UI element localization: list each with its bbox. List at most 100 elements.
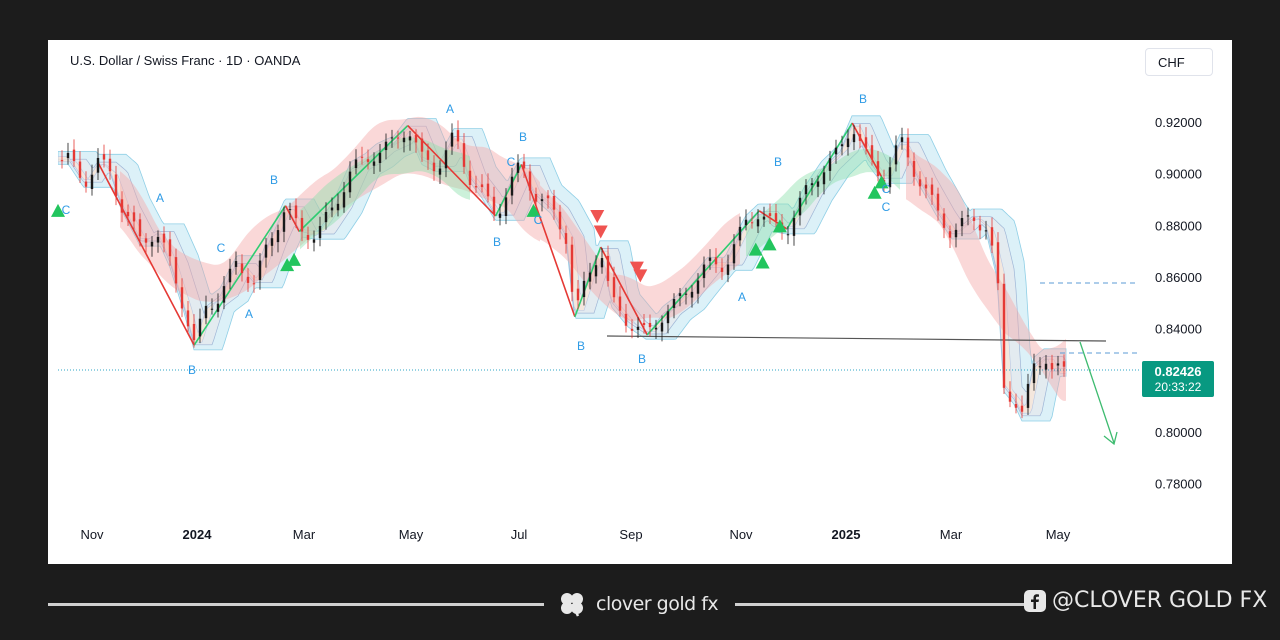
candle-body bbox=[258, 260, 262, 280]
candle-body bbox=[402, 137, 406, 143]
candle-body bbox=[162, 233, 166, 243]
candle-body bbox=[576, 288, 580, 301]
candle-body bbox=[126, 211, 130, 217]
candle-body bbox=[762, 216, 766, 220]
candle-body bbox=[330, 207, 334, 211]
candle-body bbox=[504, 197, 508, 216]
candle-body bbox=[750, 222, 754, 224]
candle-body bbox=[528, 171, 532, 191]
candle-body bbox=[144, 238, 148, 243]
candle-body bbox=[168, 239, 172, 257]
candle-body bbox=[228, 268, 232, 283]
cloud-3 bbox=[906, 145, 1066, 401]
currency-button[interactable]: CHF bbox=[1145, 48, 1213, 76]
candle-body bbox=[294, 205, 298, 219]
candle-body bbox=[870, 145, 874, 160]
wave-label: C bbox=[62, 203, 71, 217]
candle-body bbox=[408, 136, 412, 141]
candle-body bbox=[546, 195, 550, 199]
candle-body bbox=[138, 219, 142, 237]
candle-body bbox=[756, 219, 760, 227]
sell-signal-triangle bbox=[633, 269, 648, 283]
candle-body bbox=[570, 244, 574, 292]
signal-triangles bbox=[51, 175, 889, 283]
candle-body bbox=[72, 149, 76, 161]
candle-body bbox=[744, 219, 748, 226]
candle-body bbox=[588, 272, 592, 282]
candle-body bbox=[972, 217, 976, 221]
candle-body bbox=[216, 303, 220, 312]
wave-label: B bbox=[188, 363, 196, 377]
sell-signal-triangle bbox=[593, 225, 608, 239]
candle-body bbox=[384, 141, 388, 151]
candle-body bbox=[468, 170, 472, 185]
x-tick-label: 2025 bbox=[832, 527, 861, 542]
inner-band bbox=[58, 125, 1067, 414]
sell-signal-triangle bbox=[590, 210, 605, 223]
wave-label: C bbox=[534, 213, 543, 227]
wave-label: C bbox=[507, 155, 516, 169]
buy-signal-triangle bbox=[755, 255, 770, 269]
x-tick-label: 2024 bbox=[183, 527, 213, 542]
candle-body bbox=[702, 264, 706, 279]
candle-body bbox=[444, 150, 448, 169]
x-tick-label: Nov bbox=[80, 527, 104, 542]
candle-body bbox=[324, 211, 328, 223]
candle-body bbox=[738, 226, 742, 241]
candle-body bbox=[582, 280, 586, 298]
candle-body bbox=[852, 134, 856, 143]
candlesticks bbox=[60, 120, 1066, 419]
candle-body bbox=[600, 258, 604, 268]
candle-body bbox=[990, 227, 994, 246]
candle-body bbox=[120, 199, 124, 213]
footer-divider-right bbox=[735, 603, 1035, 606]
candle-body bbox=[204, 305, 208, 319]
candle-body bbox=[390, 137, 394, 139]
candle-body bbox=[300, 217, 304, 232]
candle-body bbox=[156, 236, 160, 243]
facebook-icon bbox=[1024, 589, 1046, 612]
social-text: @CLOVER GOLD FX bbox=[1052, 588, 1268, 613]
candle-body bbox=[918, 179, 922, 187]
candle-body bbox=[354, 159, 358, 169]
candle-body bbox=[318, 226, 322, 239]
candle-body bbox=[726, 264, 730, 275]
candle-body bbox=[768, 213, 772, 216]
candle-body bbox=[234, 261, 238, 267]
candle-body bbox=[816, 181, 820, 187]
candle-body bbox=[798, 197, 802, 216]
projection-arrow bbox=[1079, 341, 1118, 446]
candle-body bbox=[198, 318, 202, 337]
candle-body bbox=[450, 132, 454, 147]
y-tick-label: 0.84000 bbox=[1155, 322, 1202, 337]
candle-body bbox=[480, 184, 484, 188]
candle-body bbox=[186, 310, 190, 327]
candle-body bbox=[306, 234, 310, 240]
footer-divider-left bbox=[48, 603, 544, 606]
candle-body bbox=[246, 276, 250, 283]
social-handle[interactable]: @CLOVER GOLD FX bbox=[1024, 588, 1267, 613]
candle-body bbox=[966, 215, 970, 217]
wave-label: A bbox=[156, 191, 164, 205]
y-axis: 0.920000.900000.880000.860000.840000.820… bbox=[1155, 115, 1202, 492]
candle-body bbox=[612, 277, 616, 298]
zigzag-segment bbox=[298, 125, 409, 233]
wave-label: B bbox=[270, 173, 278, 187]
buy-signal-triangle bbox=[874, 175, 889, 189]
buy-signal-triangle bbox=[867, 185, 882, 199]
buy-signal-triangle bbox=[287, 252, 302, 266]
candle-body bbox=[540, 199, 544, 202]
y-tick-label: 0.80000 bbox=[1155, 425, 1202, 440]
candle-body bbox=[594, 265, 598, 277]
candle-body bbox=[432, 162, 436, 172]
candle-body bbox=[96, 157, 100, 173]
x-tick-label: May bbox=[399, 527, 424, 542]
candle-body bbox=[912, 161, 916, 177]
candle-body bbox=[366, 159, 370, 162]
candle-body bbox=[552, 195, 556, 210]
candle-body bbox=[840, 144, 844, 147]
candle-body bbox=[276, 230, 280, 243]
candle-body bbox=[606, 255, 610, 281]
y-tick-label: 0.92000 bbox=[1155, 115, 1202, 130]
